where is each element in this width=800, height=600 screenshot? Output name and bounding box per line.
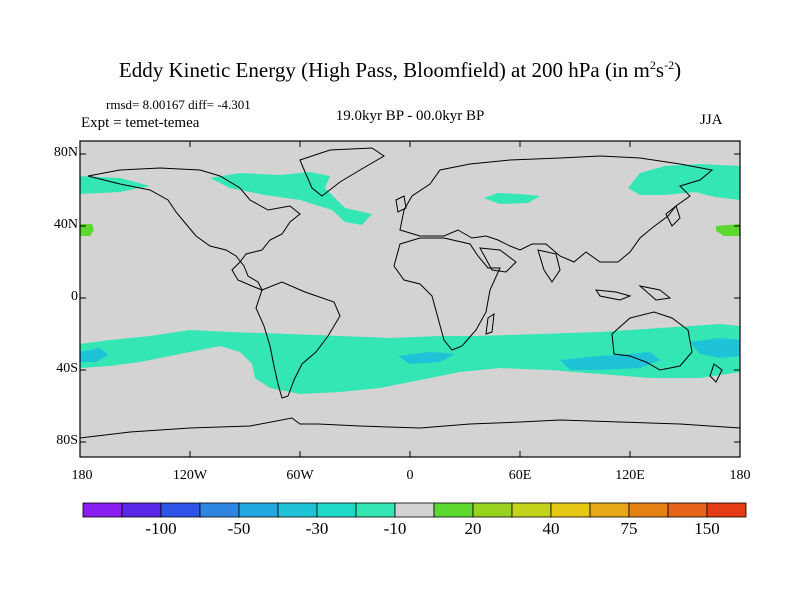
stronger-anomaly-regions — [80, 338, 740, 370]
colorbar-box — [199, 502, 240, 518]
lat-label-0: 0 — [71, 289, 78, 304]
colorbar-label: 40 — [542, 519, 560, 538]
colorbar-box — [160, 502, 201, 518]
colorbar-box — [82, 502, 123, 518]
colorbar-label: 150 — [694, 519, 720, 538]
colorbar-box — [238, 502, 279, 518]
positive-anomaly-regions — [80, 224, 740, 236]
period-label: 19.0kyr BP - 00.0kyr BP — [335, 108, 485, 124]
colorbar-box — [589, 502, 630, 518]
colorbar-box — [394, 502, 435, 518]
colorbar-box — [706, 502, 747, 518]
colorbar-label: -100 — [145, 519, 177, 538]
lon-label-180w: 180 — [71, 468, 93, 483]
colorbar-box — [121, 502, 162, 518]
colorbar-box — [433, 502, 474, 518]
lon-label-120e: 120E — [615, 468, 645, 483]
season-label: JJA — [700, 112, 723, 128]
colorbar-box — [472, 502, 513, 518]
colorbar-label: -10 — [383, 519, 407, 538]
lon-label-0: 0 — [406, 468, 414, 483]
colorbar-box — [316, 502, 357, 518]
colorbar-box — [667, 502, 708, 518]
experiment-label: Expt = temet-temea — [81, 115, 200, 131]
axis-ticks — [80, 141, 740, 457]
lat-label-80s: 80S — [56, 433, 78, 448]
lat-label-40n: 40N — [53, 217, 78, 232]
colorbar-box — [511, 502, 552, 518]
colorbar-box — [355, 502, 396, 518]
map-background — [80, 141, 740, 457]
colorbar-label: -30 — [305, 519, 329, 538]
colorbar-label: -50 — [227, 519, 251, 538]
lat-label-40s: 40S — [56, 361, 78, 376]
coastlines — [79, 147, 741, 439]
colorbar-label: 75 — [620, 519, 638, 538]
colorbar-box — [628, 502, 669, 518]
colorbar-box — [277, 502, 318, 518]
lat-label-80n: 80N — [53, 145, 78, 160]
rmsd-diff-stats: rmsd= 8.00167 diff= -4.301 — [106, 97, 251, 112]
figure-title: Eddy Kinetic Energy (High Pass, Bloomfie… — [118, 58, 682, 82]
lon-label-60e: 60E — [508, 468, 532, 483]
lon-label-180e: 180 — [729, 468, 751, 483]
colorbar-label: 20 — [464, 519, 482, 538]
lon-label-120w: 120W — [172, 468, 208, 483]
lon-label-60w: 60W — [286, 468, 314, 483]
colorbar-box — [550, 502, 591, 518]
